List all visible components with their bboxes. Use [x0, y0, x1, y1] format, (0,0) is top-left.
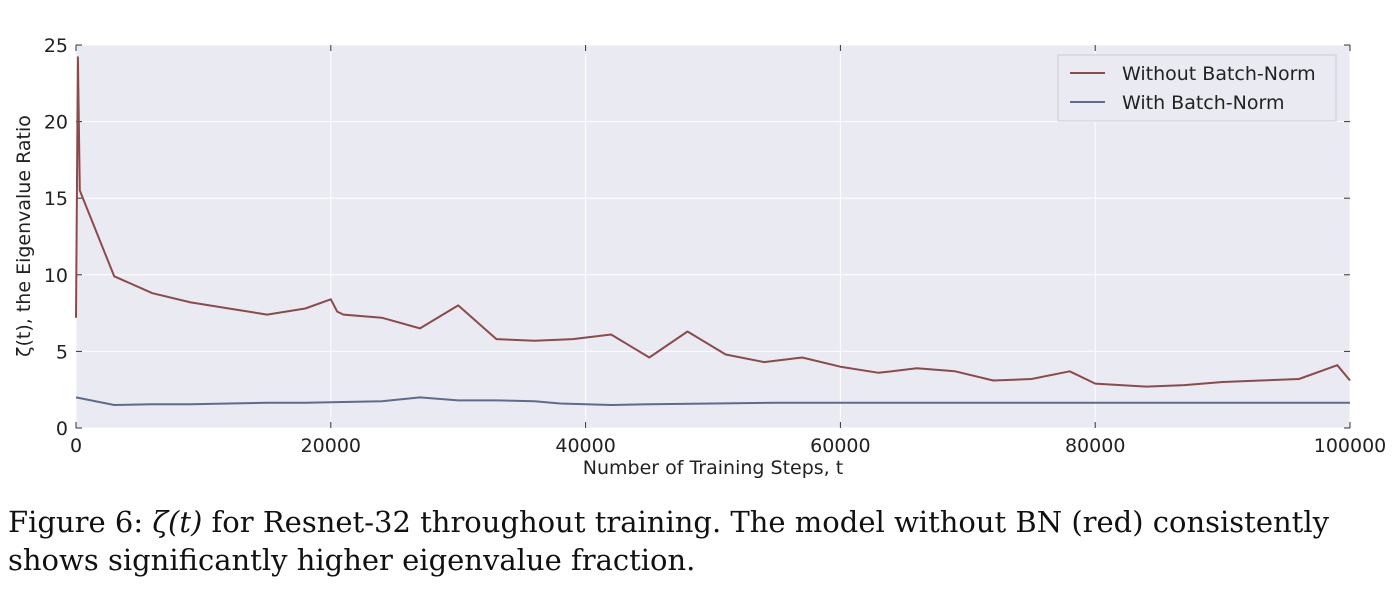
x-tick-label: 0: [70, 435, 82, 457]
y-tick-label: 15: [44, 188, 68, 210]
grid-lines: [75, 44, 1351, 429]
y-tick-label: 25: [44, 35, 68, 57]
caption-prefix: Figure 6:: [8, 505, 153, 539]
legend: Without Batch-Norm With Batch-Norm: [1057, 54, 1337, 122]
x-tick-label: 40000: [555, 435, 615, 457]
caption-symbol: ζ(t): [152, 505, 203, 539]
figure-caption: Figure 6: ζ(t) for Resnet-32 throughout …: [8, 503, 1398, 579]
x-tick-label: 100000: [1314, 435, 1387, 457]
y-axis-label: ζ(t), the Eigenvalue Ratio: [13, 115, 35, 357]
y-tick-label: 20: [44, 112, 68, 134]
legend-label-without-batch-norm: Without Batch-Norm: [1122, 63, 1316, 85]
series-lines: [75, 56, 1351, 406]
y-tick-label: 10: [44, 265, 68, 287]
series-line-without-batch-norm: [75, 56, 1351, 388]
eigenvalue-ratio-chart: 0 20000 40000 60000 80000 100000 0 5 10 15 20 25 Nu…: [13, 35, 1386, 479]
x-axis-label: Number of Training Steps, t: [583, 457, 843, 479]
y-tick-label: 5: [56, 341, 68, 363]
series-line-with-batch-norm: [75, 396, 1350, 406]
legend-box: [1057, 54, 1337, 122]
y-tick-label: 0: [56, 418, 68, 440]
x-tick-label: 60000: [810, 435, 870, 457]
legend-label-with-batch-norm: With Batch-Norm: [1122, 92, 1284, 114]
x-tick-label: 80000: [1065, 435, 1125, 457]
caption-text: for Resnet-32 throughout training. The m…: [8, 505, 1329, 577]
axis-ticks: 0 20000 40000 60000 80000 100000 0 5 10 15 20 25: [44, 35, 1386, 457]
x-tick-label: 20000: [301, 435, 361, 457]
